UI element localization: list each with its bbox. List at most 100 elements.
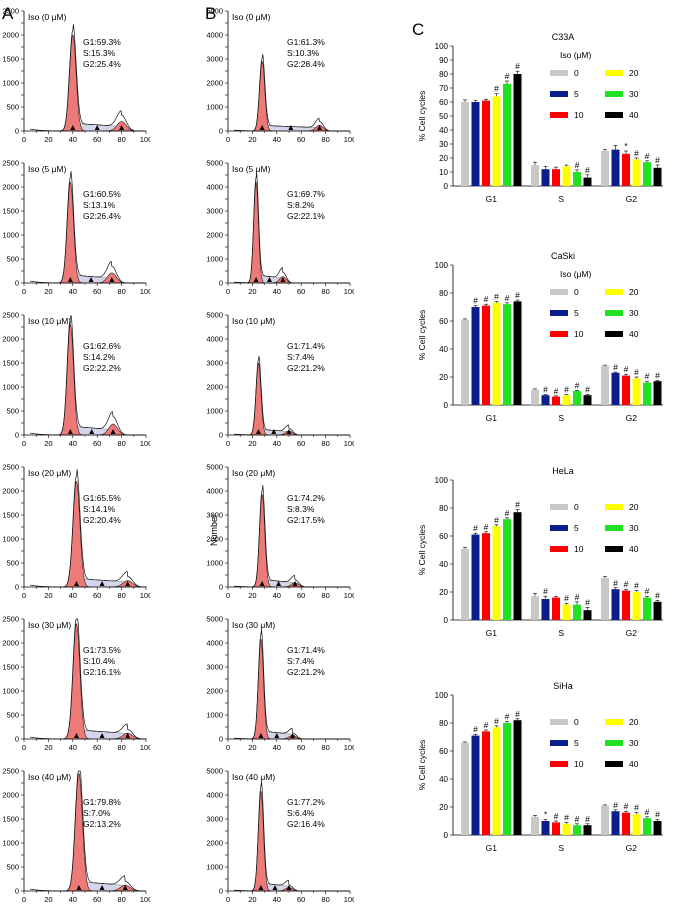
flow-a-envelope-4: [30, 618, 146, 740]
bar-legend-swatch-3-3: [605, 719, 623, 725]
bar-chart-ytick-label-0-9: 90: [439, 56, 448, 65]
flow-b-ytick-label-3-4: 2000: [206, 535, 223, 544]
flow-a-ytick-label-4-10: 2500: [2, 615, 19, 624]
flow-b-plot-3: 0 1000 2000 3000 4000 5000 0 20 40 60 80 100 Iso (20…: [206, 463, 354, 601]
bar-category-1-1: S: [558, 413, 564, 423]
flow-a-stat-4-0: G1:73.5%: [83, 645, 121, 655]
bar-chart-ylabel-2: % Cell cycles: [417, 525, 427, 576]
flow-a-g1-peak-5: [64, 772, 94, 892]
flow-a-condition-3: Iso (20 μM): [28, 468, 71, 478]
bar-mark-1-S-10: #: [554, 386, 559, 396]
bar-3-S-20: [562, 823, 571, 835]
bar-chart-ytick-label-1-2: 40: [439, 345, 448, 354]
bar-mark-1-G1-10: #: [484, 294, 489, 304]
flow-b-ytick-label-0-8: 4000: [206, 31, 223, 40]
flow-a-ytick-label-1-0: 0: [15, 279, 19, 288]
flow-b-stat-3-0: G1:74.2%: [287, 493, 325, 503]
flow-b-xtick-label-0-3: 60: [297, 135, 305, 144]
bar-mark-3-G2-10: #: [624, 801, 629, 811]
bar-chart-0: C33A% Cell cycles0102030405060708090100#…: [417, 32, 663, 204]
flow-b-stat-5-1: S:6.4%: [287, 808, 315, 818]
flow-a-stat-2-2: G2:22.2%: [83, 363, 121, 373]
flow-a-xtick-label-3-0: 0: [22, 591, 26, 600]
bar-1-S-10: [552, 396, 560, 405]
flow-a-condition-4: Iso (30 μM): [28, 620, 71, 630]
flow-a-plot-5: 0 500 1000 1500 2000 2500 0 20 40 60 80 100 Iso (40 …: [2, 767, 150, 905]
bar-legend-label-0-2: 10: [574, 110, 584, 120]
bar-mark-1-G2-20: #: [634, 367, 639, 377]
flow-a-xtick-label-2-3: 60: [93, 439, 101, 448]
flow-a-xtick-label-4-3: 60: [93, 743, 101, 752]
flow-a-ytick-label-1-2: 500: [6, 255, 19, 264]
bar-chart-ytick-label-2-3: 60: [439, 532, 448, 541]
flow-a-stat-2-0: G1:62.6%: [83, 341, 121, 351]
bar-chart-ylabel-3: % Cell cycles: [417, 740, 427, 791]
bar-legend-swatch-0-0: [550, 70, 568, 76]
flow-a-xtick-label-2-2: 40: [69, 439, 77, 448]
bar-2-G2-0: [601, 578, 609, 620]
bar-2-S-5: [541, 599, 550, 620]
flow-a-xtick-label-4-2: 40: [69, 743, 77, 752]
bar-1-G2-5: [611, 372, 620, 405]
bar-category-2-2: G2: [626, 628, 638, 638]
bar-0-G1-30: [503, 83, 511, 186]
flow-a-ytick-label-2-2: 500: [6, 407, 19, 416]
bar-mark-2-G1-5: #: [473, 523, 478, 533]
bar-2-G2-5: [611, 589, 620, 620]
bar-legend-swatch-3-5: [605, 761, 623, 767]
flow-b-stat-3-2: G2:17.5%: [287, 515, 325, 525]
flow-a-xtick-label-3-1: 20: [44, 591, 52, 600]
flow-a-ytick-label-2-0: 0: [15, 431, 19, 440]
bar-chart-ytick-label-0-5: 50: [439, 112, 448, 121]
flow-a-xtick-label-3-4: 80: [117, 591, 125, 600]
bar-legend-swatch-2-2: [550, 546, 568, 552]
bar-mark-2-G1-40: #: [515, 499, 520, 509]
flow-a-marker-2-1: [89, 429, 95, 434]
bar-mark-0-G2-20: #: [634, 148, 639, 158]
flow-b-marker-1-2: [280, 277, 286, 282]
bar-mark-1-G1-40: #: [515, 290, 520, 300]
flow-a-xtick-label-0-5: 100: [140, 135, 150, 144]
flow-b-xtick-label-4-3: 60: [297, 743, 305, 752]
bar-0-S-30: [573, 172, 581, 186]
flow-b-stat-2-1: S:7.4%: [287, 352, 315, 362]
bar-2-G1-30: [503, 519, 511, 620]
bar-mark-1-G2-5: #: [613, 362, 618, 372]
flow-b-marker-1-0: [253, 277, 259, 282]
flow-b-xtick-label-4-1: 20: [248, 743, 256, 752]
flow-b-marker-4-2: [290, 733, 296, 738]
flow-a-envelope-5: [30, 770, 146, 892]
bar-3-G1-40: [513, 720, 522, 835]
bar-category-2-0: G1: [486, 628, 498, 638]
bar-legend-swatch-0-2: [550, 112, 568, 118]
flow-a-plot-0: 0 500 1000 1500 2000 2500 0 20 40 60 80 100 Iso (0 μ…: [2, 7, 150, 145]
bar-mark-0-G2-30: #: [645, 151, 650, 161]
bar-chart-ytick-label-3-3: 60: [439, 747, 448, 756]
bar-chart-ytick-label-2-4: 80: [439, 504, 448, 513]
bar-mark-3-G1-5: #: [473, 724, 478, 734]
flow-b-ylabel: Number: [209, 514, 219, 546]
bar-mark-1-S-5: #: [543, 385, 548, 395]
flow-b-ytick-label-3-0: 0: [219, 583, 223, 592]
bar-3-S-0: [531, 816, 539, 835]
flow-a-envelope-2: [30, 314, 146, 436]
bar-chart-ytick-label-0-3: 30: [439, 140, 448, 149]
flow-a-ytick-label-2-8: 2000: [2, 335, 19, 344]
bar-chart-ytick-label-0-4: 40: [439, 126, 448, 135]
flow-b-ytick-label-2-4: 2000: [206, 383, 223, 392]
flow-b-stat-3-1: S:8.3%: [287, 504, 315, 514]
flow-a-marker-5-1: [99, 885, 105, 890]
flow-a-marker-0-1: [94, 125, 100, 130]
bar-mark-3-S-40: #: [585, 814, 590, 824]
bar-1-G1-30: [503, 304, 511, 405]
bar-chart-ytick-label-1-0: 0: [444, 401, 449, 410]
flow-b-ytick-label-2-10: 5000: [206, 311, 223, 320]
flow-a-xtick-label-5-5: 100: [140, 895, 150, 904]
bar-mark-2-G2-5: #: [613, 578, 618, 588]
flow-a-ytick-label-2-6: 1500: [2, 359, 19, 368]
bar-legend-swatch-1-4: [605, 310, 623, 316]
bar-0-G1-20: [492, 96, 501, 186]
bar-3-G2-5: [611, 811, 620, 835]
flow-b-ytick-label-4-8: 4000: [206, 639, 223, 648]
